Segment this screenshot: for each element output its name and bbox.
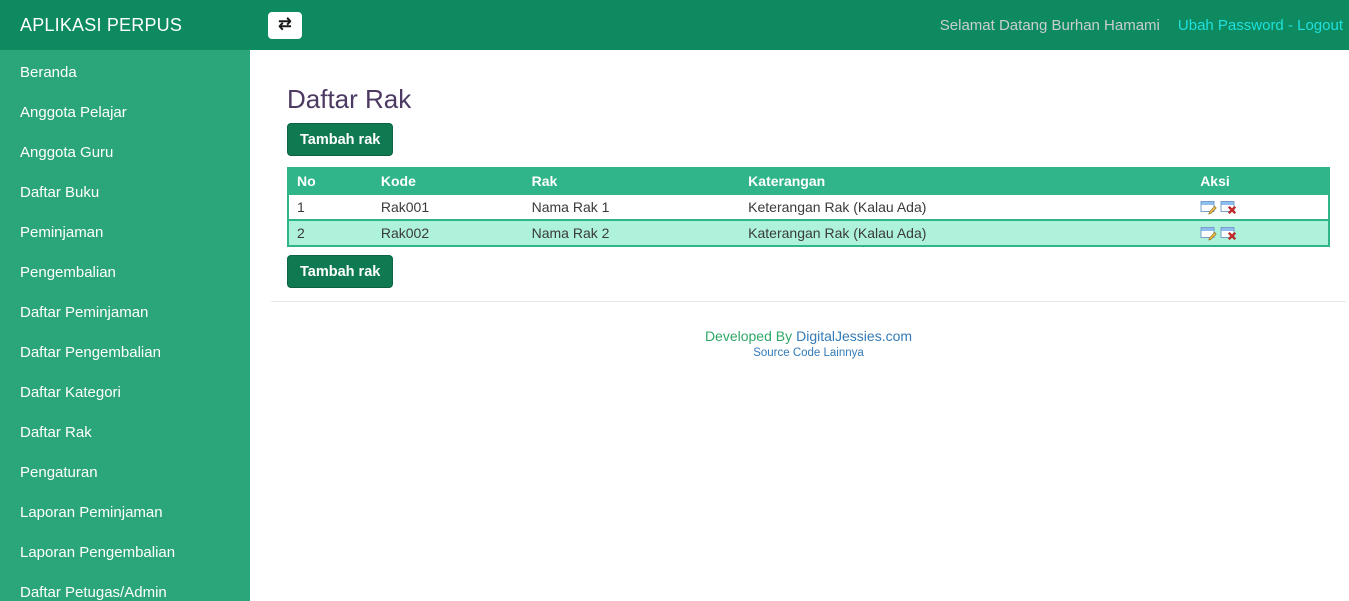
welcome-text: Selamat Datang Burhan Hamami — [939, 16, 1160, 34]
delete-icon[interactable] — [1220, 225, 1237, 241]
table-row: 2 Rak002 Nama Rak 2 Katerangan Rak (Kala… — [288, 220, 1329, 247]
sidebar-item-anggota-pelajar[interactable]: Anggota Pelajar — [20, 104, 127, 121]
add-rak-button-top[interactable]: Tambah rak — [287, 123, 394, 157]
sidebar-item-daftar-petugas-admin[interactable]: Daftar Petugas/Admin — [20, 584, 167, 601]
sidebar-toggle-button[interactable]: ⇄ — [268, 11, 302, 39]
column-header-kode: Kode — [372, 168, 524, 195]
top-navbar: APLIKASI PERPUS ⇄ Selamat Datang Burhan … — [0, 0, 1349, 50]
sidebar-item-laporan-peminjaman[interactable]: Laporan Peminjaman — [20, 504, 163, 521]
sidebar-item-daftar-rak[interactable]: Daftar Rak — [20, 424, 92, 441]
table-row: 1 Rak001 Nama Rak 1 Keterangan Rak (Kala… — [288, 194, 1329, 220]
cell-keterangan: Keterangan Rak (Kalau Ada) — [748, 199, 927, 216]
edit-icon[interactable] — [1200, 225, 1217, 241]
developer-link[interactable]: DigitalJessies.com — [796, 328, 913, 345]
swap-arrows-icon: ⇄ — [278, 16, 292, 33]
sidebar-item-pengaturan[interactable]: Pengaturan — [20, 464, 98, 481]
edit-icon[interactable] — [1200, 199, 1217, 215]
column-header-aksi: Aksi — [1192, 168, 1329, 195]
sidebar-item-daftar-peminjaman[interactable]: Daftar Peminjaman — [20, 304, 149, 321]
main-content: Daftar Rak Tambah rak No Kode Rak Katera… — [250, 50, 1349, 601]
column-header-katerangan: Katerangan — [740, 168, 1193, 195]
cell-rak: Nama Rak 2 — [531, 225, 610, 242]
cell-kode: Rak001 — [380, 199, 430, 216]
cell-rak: Nama Rak 1 — [531, 199, 610, 216]
sidebar-item-anggota-guru[interactable]: Anggota Guru — [20, 144, 114, 161]
sidebar-item-peminjaman[interactable]: Peminjaman — [20, 224, 104, 241]
action-icons — [1200, 225, 1320, 241]
app-brand: APLIKASI PERPUS — [20, 14, 183, 35]
cell-no: 1 — [297, 199, 305, 216]
sidebar-item-laporan-pengembalian[interactable]: Laporan Pengembalian — [20, 544, 176, 561]
sidebar-item-pengembalian[interactable]: Pengembalian — [20, 264, 116, 281]
column-header-no: No — [288, 168, 373, 195]
cell-keterangan: Katerangan Rak (Kalau Ada) — [748, 225, 927, 242]
cell-kode: Rak002 — [380, 225, 430, 242]
action-icons — [1200, 199, 1320, 215]
account-links[interactable]: Ubah Password - Logout — [1177, 16, 1343, 34]
cell-no: 2 — [297, 225, 305, 242]
column-header-rak: Rak — [523, 168, 741, 195]
developed-by-text: Developed By — [704, 328, 793, 345]
navbar-right: Selamat Datang Burhan Hamami Ubah Passwo… — [940, 17, 1349, 34]
sidebar-nav: Beranda Anggota Pelajar Anggota Guru Daf… — [0, 50, 250, 601]
add-rak-button-bottom[interactable]: Tambah rak — [287, 255, 394, 289]
content-divider — [271, 301, 1346, 303]
rak-table: No Kode Rak Katerangan Aksi 1 Rak001 Nam… — [287, 167, 1330, 248]
page-title: Daftar Rak — [287, 84, 412, 114]
sidebar-item-beranda[interactable]: Beranda — [20, 64, 77, 81]
delete-icon[interactable] — [1220, 199, 1237, 215]
source-code-link[interactable]: Source Code Lainnya — [753, 347, 864, 360]
page-footer: Developed By DigitalJessies.com Source Co… — [287, 328, 1330, 359]
sidebar-item-daftar-buku[interactable]: Daftar Buku — [20, 184, 100, 201]
sidebar-item-daftar-kategori[interactable]: Daftar Kategori — [20, 384, 121, 401]
sidebar-item-daftar-pengembalian[interactable]: Daftar Pengembalian — [20, 344, 161, 361]
table-header-row: No Kode Rak Katerangan Aksi — [288, 168, 1329, 195]
